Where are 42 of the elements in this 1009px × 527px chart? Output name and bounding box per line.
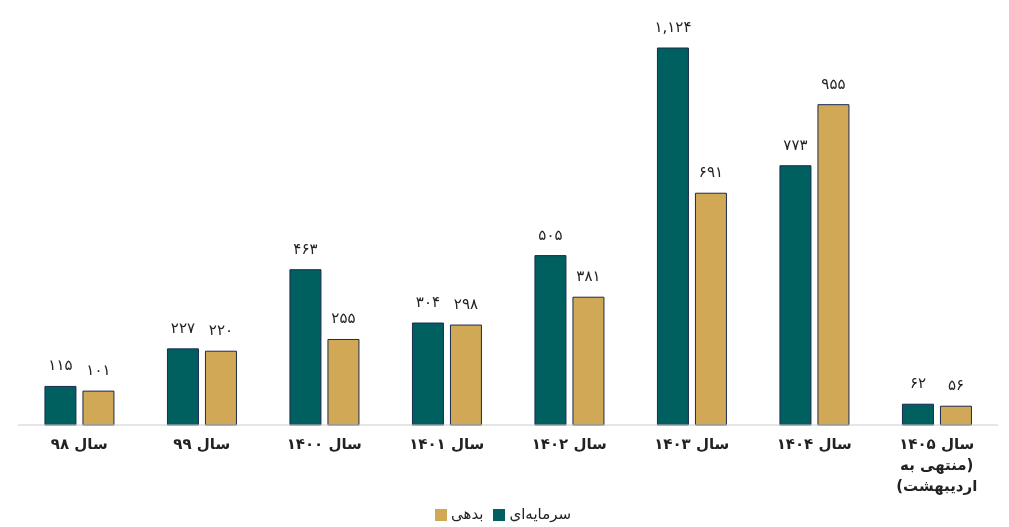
bar	[694, 192, 727, 426]
data-label: ۱۱۵	[48, 356, 73, 375]
x-tick-label: سال ۱۴۰۴	[776, 435, 852, 453]
x-tick-label: سال ۱۴۰۳	[654, 435, 730, 453]
data-label: ۶۲	[909, 374, 927, 393]
bar	[204, 350, 237, 426]
data-label: ۶۹۱	[698, 163, 724, 182]
legend-label: بدهی	[450, 505, 484, 523]
x-tick-label: سال ۱۴۰۲	[531, 435, 607, 453]
bar	[939, 405, 972, 426]
bar	[779, 165, 812, 426]
bar	[327, 338, 360, 426]
data-label: ۳۸۱	[576, 267, 601, 286]
x-tick-label: سال ۹۸	[50, 435, 108, 453]
data-label: ۹۵۵	[821, 74, 846, 93]
x-tick-label: سال ۹۹	[173, 435, 231, 453]
data-label: ۲۲۷	[170, 318, 196, 337]
data-label: ۲۹۸	[453, 295, 479, 314]
bar	[656, 47, 689, 426]
bar	[44, 385, 77, 426]
legend-label: سرمایه‌ای	[509, 505, 572, 523]
bar	[572, 296, 605, 426]
data-label: ۱۰۱	[86, 361, 111, 380]
bar	[82, 390, 115, 426]
bar	[449, 324, 482, 426]
bar	[901, 403, 934, 426]
data-label: ۵۰۵	[538, 225, 563, 244]
data-label: ۴۶۳	[293, 239, 318, 258]
data-label: ۵۶	[947, 376, 965, 395]
x-tick-label: سال ۱۴۰۵ (منتهی به اردیبهشت)	[896, 435, 978, 495]
data-label: ۷۷۳	[783, 135, 808, 154]
data-label: ۳۰۴	[415, 293, 441, 312]
bar	[534, 255, 567, 426]
bar	[166, 348, 199, 426]
bar	[289, 269, 322, 426]
data-label: ۲۲۰	[208, 321, 234, 340]
data-label: ۱,۱۲۴	[654, 18, 692, 36]
bar	[817, 104, 850, 426]
x-tick-label: سال ۱۴۰۰	[286, 435, 362, 453]
data-label: ۲۵۵	[331, 309, 356, 328]
x-tick-label: سال ۱۴۰۱	[409, 435, 485, 453]
bar	[411, 322, 444, 426]
